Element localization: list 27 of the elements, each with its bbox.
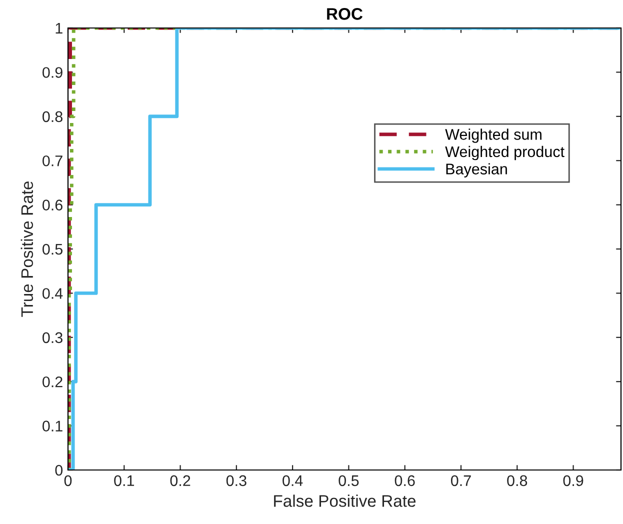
y-tick-label: 1 <box>56 23 62 34</box>
legend-label: Weighted sum <box>445 128 542 143</box>
x-tick-label: 0.8 <box>507 475 528 486</box>
x-tick-label: 0 <box>64 475 72 486</box>
x-tick-label: 0.1 <box>114 475 134 486</box>
y-axis-title: True Positive Rate <box>20 182 34 317</box>
x-tick-label: 0.9 <box>563 475 584 486</box>
x-tick-label: 0.4 <box>282 475 303 486</box>
chart-title: ROC <box>327 8 363 20</box>
y-tick-label: 0.2 <box>42 376 62 388</box>
x-axis-title: False Positive Rate <box>274 494 416 507</box>
y-tick-label: 0.5 <box>42 244 62 255</box>
x-tick-label: 0.7 <box>450 475 471 486</box>
y-tick-label: 0.1 <box>42 420 62 432</box>
x-tick-label: 0.2 <box>170 475 190 486</box>
x-tick-label: 0.6 <box>394 475 415 486</box>
y-tick-label: 0 <box>55 464 63 476</box>
x-tick-label: 0.5 <box>338 475 359 486</box>
y-tick-label: 0.4 <box>42 288 63 299</box>
legend-label: Bayesian <box>446 163 507 178</box>
y-tick-label: 0.3 <box>42 332 62 344</box>
y-tick-label: 0.6 <box>42 200 62 210</box>
y-tick-label: 0.9 <box>42 67 62 78</box>
x-tick-label: 0.3 <box>226 475 246 486</box>
legend-label: Weighted product <box>445 146 564 160</box>
y-tick-label: 0.7 <box>42 155 62 166</box>
y-tick-label: 0.8 <box>42 111 62 122</box>
